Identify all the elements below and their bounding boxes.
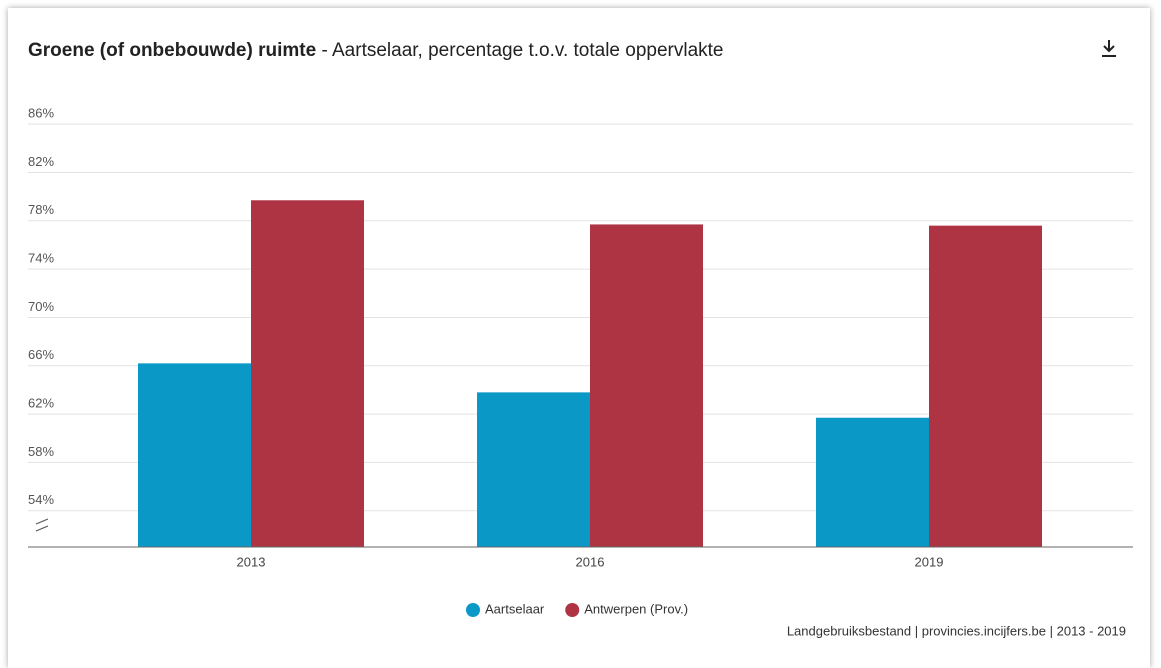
download-icon[interactable]: [1102, 40, 1116, 57]
axis-break: [35, 518, 49, 532]
page: {"chart_data": {"type": "bar", "title": …: [28, 40, 1133, 639]
y-tick-label: 58%: [28, 444, 54, 459]
bar: [590, 224, 703, 548]
y-tick-label: 82%: [28, 154, 54, 169]
bar: [251, 200, 364, 547]
x-tick-label: 2019: [915, 554, 944, 569]
chart: Groene (of onbebouwde) ruimte - Aartsela…: [28, 40, 1133, 638]
bar: [929, 225, 1042, 547]
y-tick-label: 62%: [28, 396, 54, 411]
y-tick-label: 86%: [28, 106, 54, 121]
x-tick-label: 2013: [237, 554, 266, 569]
legend-marker: [565, 603, 580, 617]
source: Landgebruiksbestand | provincies.incijfe…: [787, 623, 1126, 638]
chart-title: Groene (of onbebouwde) ruimte - Aartsela…: [28, 40, 724, 61]
y-tick-label: 78%: [28, 202, 54, 217]
subtitle: - Aartselaar, percentage t.o.v. totale o…: [316, 40, 723, 61]
x-tick-label: 2016: [576, 554, 605, 569]
legend-marker: [466, 603, 480, 617]
y-tick-label: 54%: [28, 492, 54, 507]
legend-label: Aartselaar: [485, 601, 545, 616]
bar: [138, 363, 251, 547]
bar: [477, 392, 590, 547]
y-tick-label: 66%: [28, 347, 54, 362]
y-tick-label: 74%: [28, 251, 54, 266]
title: Groene (of onbebouwde) ruimte: [28, 40, 316, 61]
y-tick-label: 70%: [28, 299, 54, 314]
bar: [816, 417, 929, 547]
legend-label: Antwerpen (Prov.): [584, 601, 688, 616]
